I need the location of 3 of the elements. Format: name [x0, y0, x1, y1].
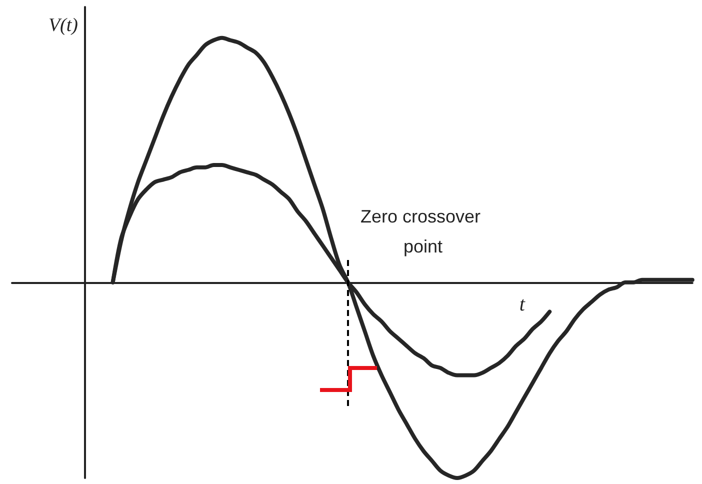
annotation: Zero crossover point	[360, 206, 486, 256]
y-axis-title: V(t)	[48, 15, 78, 36]
x-axis-title: t	[519, 293, 526, 316]
